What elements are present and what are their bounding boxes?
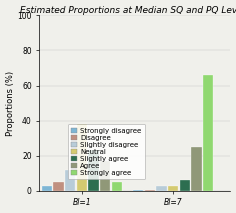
Bar — [65, 170, 75, 191]
Bar — [180, 180, 190, 191]
Bar — [100, 161, 110, 191]
Bar — [191, 147, 202, 191]
Bar — [156, 186, 167, 191]
Bar — [112, 182, 122, 191]
Bar — [42, 186, 52, 191]
Legend: Strongly disagree, Disagree, Slightly disagree, Neutral, Slightly agree, Agree, : Strongly disagree, Disagree, Slightly di… — [68, 124, 145, 179]
Bar — [53, 182, 64, 191]
Y-axis label: Proportions (%): Proportions (%) — [6, 71, 15, 136]
Bar — [168, 186, 178, 191]
Title: Estimated Proportions at Median SQ and PQ Levels: Estimated Proportions at Median SQ and P… — [20, 6, 236, 14]
Bar — [203, 75, 213, 191]
Bar — [77, 124, 87, 191]
Bar — [133, 190, 143, 191]
Bar — [88, 150, 99, 191]
Bar — [145, 190, 155, 191]
